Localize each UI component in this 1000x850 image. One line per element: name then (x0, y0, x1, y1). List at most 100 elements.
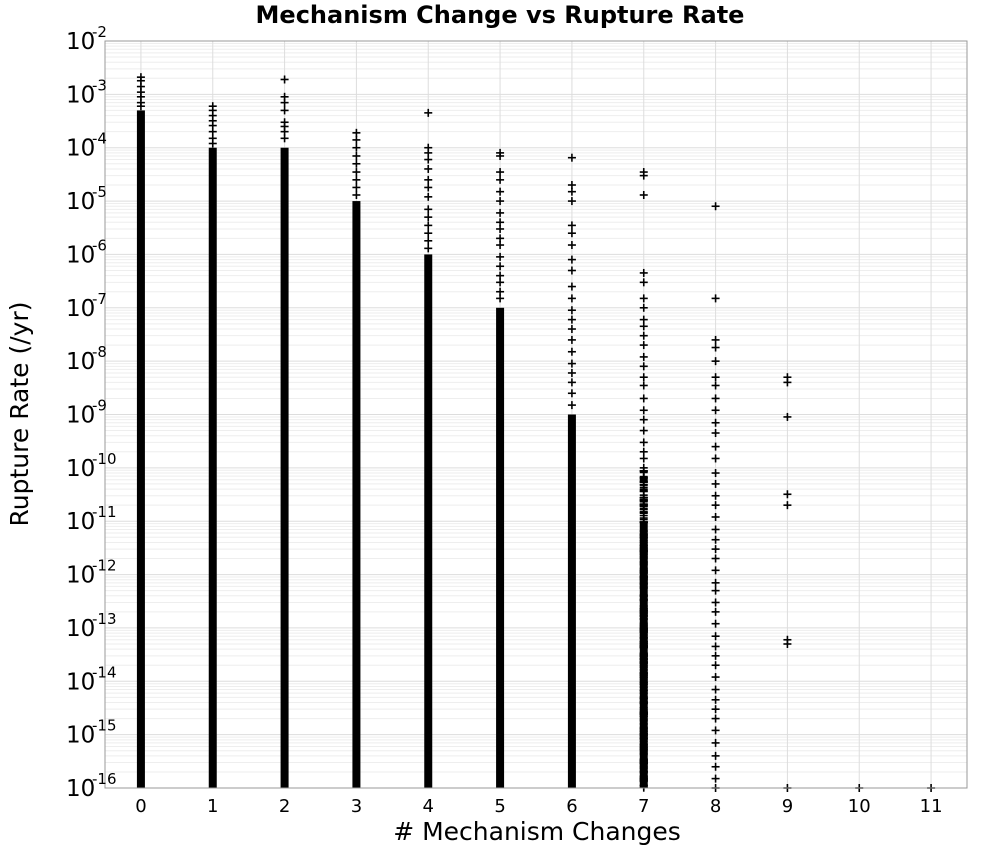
y-tick-label: 10 (66, 189, 95, 215)
y-tick-exponent: -7 (92, 290, 107, 308)
data-point (639, 331, 648, 340)
data-point (639, 352, 648, 361)
data-point (639, 438, 648, 447)
data-point (639, 527, 648, 536)
data-point (352, 190, 361, 199)
y-tick-label: 10 (66, 723, 95, 749)
x-tick-label: 11 (920, 796, 943, 817)
x-tick-label: 10 (848, 796, 871, 817)
data-point (711, 294, 720, 303)
data-point (711, 673, 720, 682)
data-point (711, 479, 720, 488)
data-point (496, 187, 505, 196)
data-point (711, 751, 720, 760)
y-tick-exponent: -2 (92, 23, 107, 41)
data-point (711, 632, 720, 641)
chart-title: Mechanism Change vs Rupture Rate (256, 1, 745, 29)
data-point (496, 224, 505, 233)
data-point (711, 406, 720, 415)
y-tick-labels: 10-210-310-410-510-610-710-810-910-1010-… (66, 23, 117, 802)
x-tick-label: 1 (207, 796, 218, 817)
data-point (639, 362, 648, 371)
data-point (496, 168, 505, 177)
data-point (711, 357, 720, 366)
data-point (496, 252, 505, 261)
data-point (711, 714, 720, 723)
data-point (639, 731, 648, 740)
data-point (639, 322, 648, 331)
data-point (639, 475, 648, 484)
data-point (639, 612, 648, 621)
data-point (424, 164, 433, 173)
y-tick-label: 10 (66, 563, 95, 589)
data-point (711, 566, 720, 575)
data-point (567, 389, 576, 398)
data-point (639, 652, 648, 661)
data-point (711, 525, 720, 534)
data-point (352, 143, 361, 152)
data-point (639, 518, 648, 527)
data-point (567, 229, 576, 238)
data-point (639, 294, 648, 303)
dense-point-column (352, 201, 361, 789)
data-point (567, 359, 576, 368)
data-point (711, 454, 720, 463)
data-point (352, 151, 361, 160)
data-point (424, 221, 433, 230)
data-point (783, 501, 792, 510)
data-point (639, 626, 648, 635)
data-point (352, 159, 361, 168)
x-tick-label: 7 (638, 796, 649, 817)
data-point (280, 134, 289, 143)
data-point (639, 495, 648, 504)
y-axis-label: Rupture Rate (/yr) (5, 302, 34, 527)
data-point (567, 378, 576, 387)
data-point (424, 236, 433, 245)
y-tick-exponent: -14 (92, 663, 117, 681)
dense-point-column (136, 110, 145, 788)
y-tick-exponent: -12 (92, 557, 117, 575)
data-point (567, 306, 576, 315)
y-tick-exponent: -13 (92, 610, 117, 628)
data-point (639, 661, 648, 670)
data-point (639, 373, 648, 382)
plot-frame (104, 40, 968, 789)
data-point (567, 401, 576, 410)
data-point (711, 619, 720, 628)
x-tick-label: 5 (494, 796, 505, 817)
x-tick-label: 3 (351, 796, 362, 817)
x-axis-label: # Mechanism Changes (393, 817, 681, 846)
data-point (711, 642, 720, 651)
data-point (639, 716, 648, 725)
dense-point-column (280, 147, 289, 788)
y-tick-exponent: -15 (92, 717, 117, 735)
dense-point-column (567, 414, 576, 788)
data-point (711, 442, 720, 451)
data-point (711, 705, 720, 714)
data-point (639, 694, 648, 703)
data-point (567, 255, 576, 264)
y-tick-label: 10 (66, 136, 95, 162)
x-tick-label: 0 (135, 796, 146, 817)
data-point (639, 415, 648, 424)
data-point (639, 549, 648, 558)
data-point (639, 341, 648, 350)
data-point (496, 262, 505, 271)
data-point (711, 545, 720, 554)
data-point (567, 282, 576, 291)
data-point (711, 554, 720, 563)
y-tick-label: 10 (66, 29, 95, 55)
data-point (711, 738, 720, 747)
y-tick-exponent: -16 (92, 770, 117, 788)
data-point (567, 335, 576, 344)
data-point (639, 171, 648, 180)
data-point (711, 429, 720, 438)
data-point (567, 266, 576, 275)
data-point (352, 135, 361, 144)
data-point (567, 368, 576, 377)
y-tick-exponent: -10 (92, 450, 117, 468)
data-point (639, 454, 648, 463)
grid-lines (105, 40, 967, 789)
y-tick-label: 10 (66, 669, 95, 695)
data-point (496, 175, 505, 184)
